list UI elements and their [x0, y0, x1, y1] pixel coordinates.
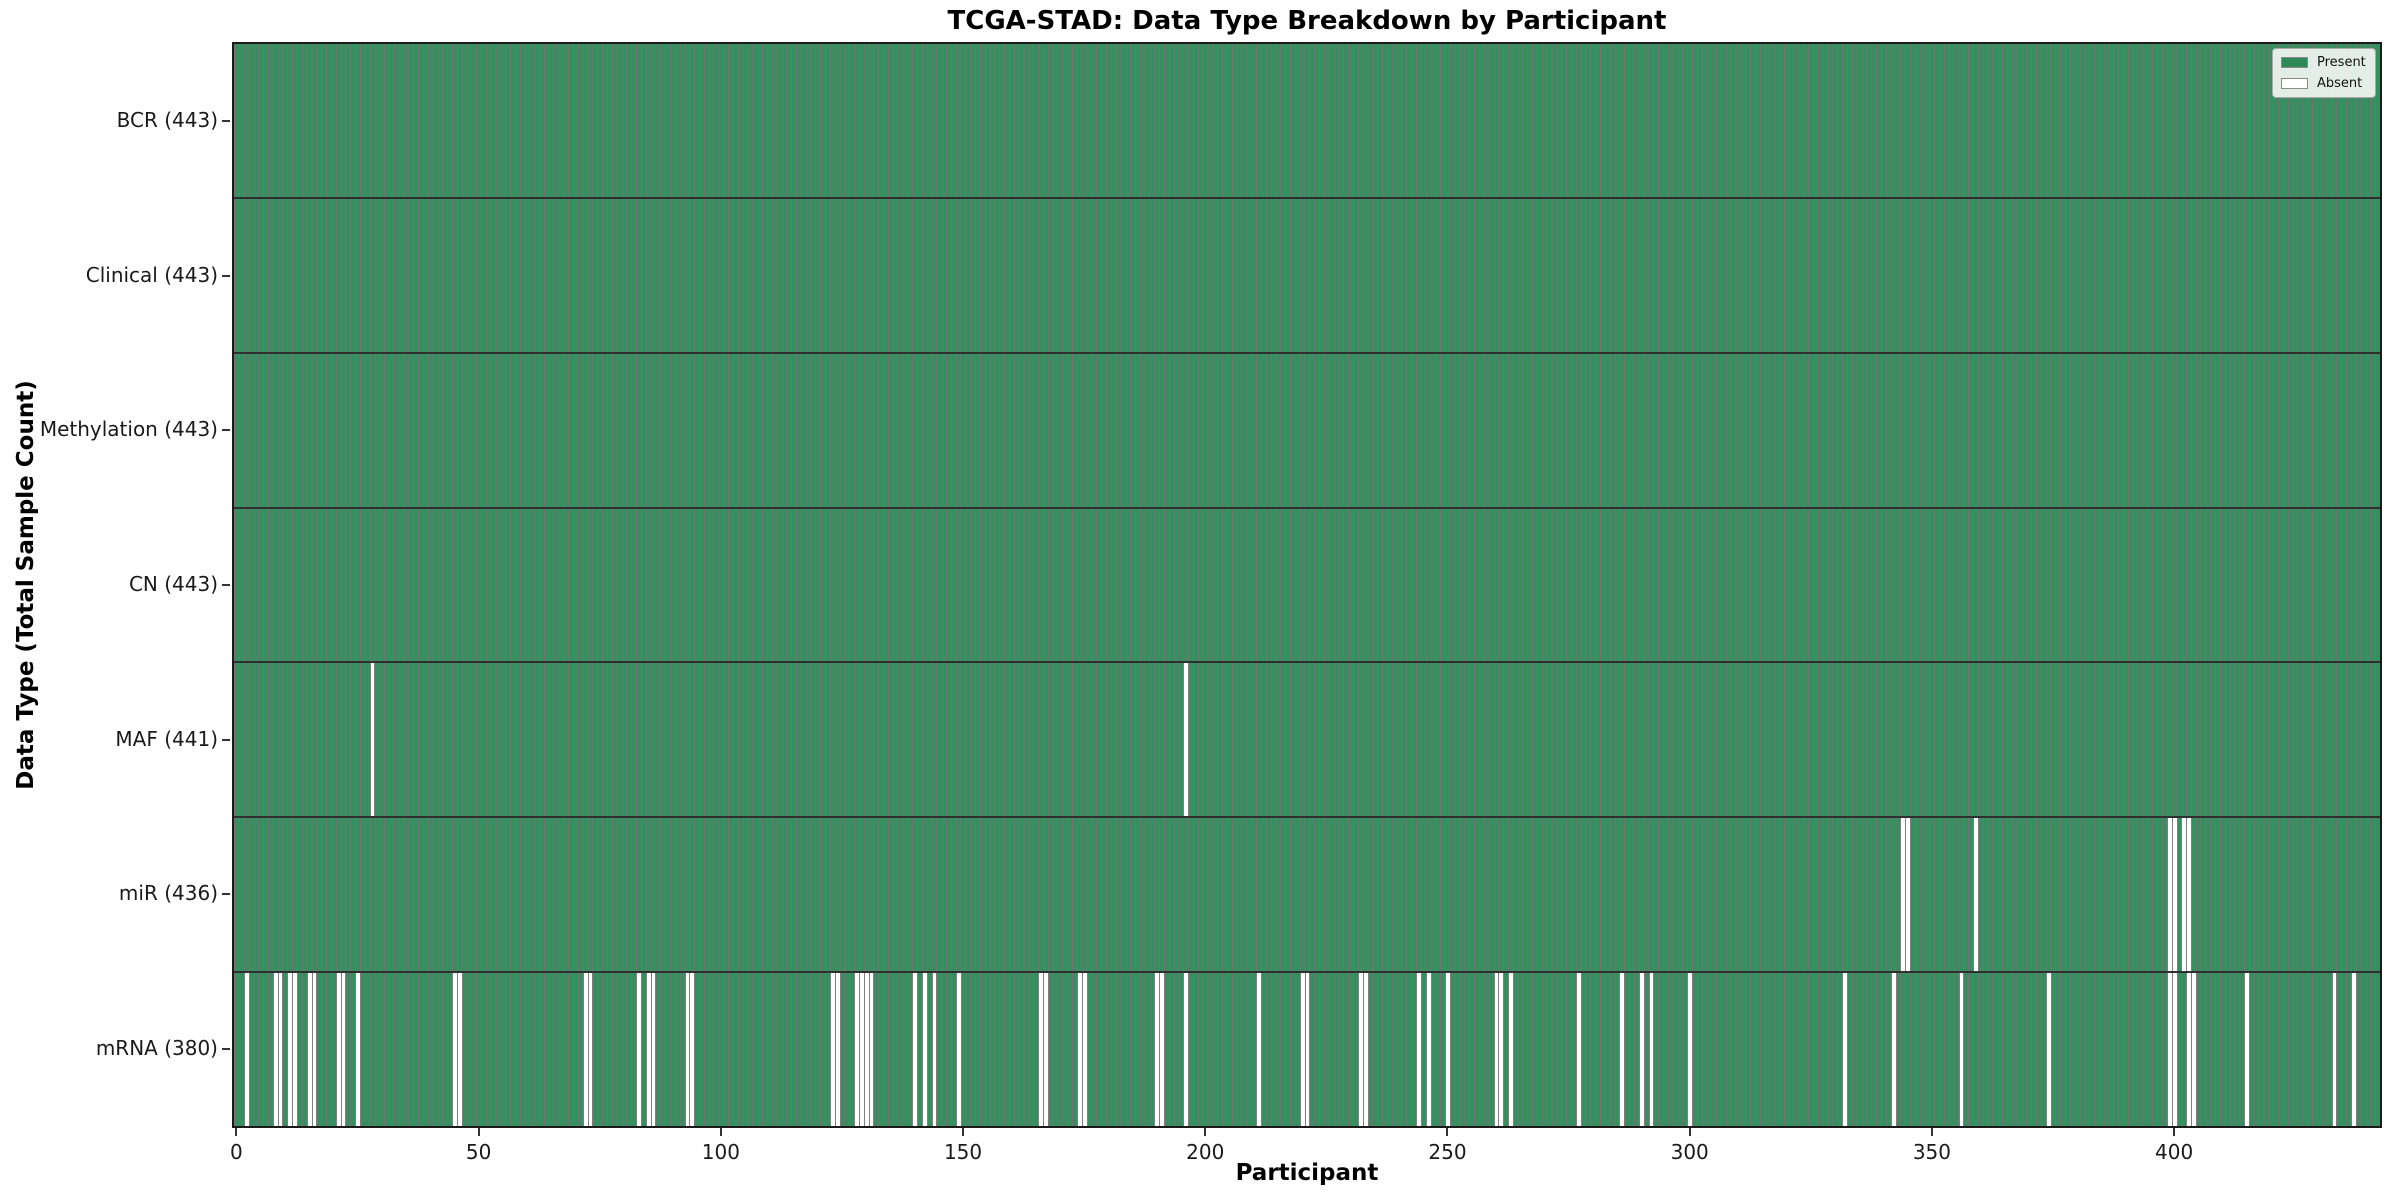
heatmap-row-CN	[234, 506, 2380, 662]
absent-mark	[1508, 973, 1514, 1127]
x-tick-mark	[962, 1128, 965, 1136]
y-tick-mark	[222, 738, 230, 741]
absent-mark	[1445, 973, 1451, 1127]
x-tick-mark	[235, 1128, 238, 1136]
absent-mark	[243, 973, 250, 1127]
absent-mark	[277, 973, 284, 1127]
absent-mark	[834, 973, 841, 1127]
absent-mark	[2186, 818, 2193, 972]
x-tick-mark	[2173, 1128, 2176, 1136]
absent-mark	[2191, 973, 2197, 1127]
legend-entry-absent: Absent	[2281, 76, 2367, 91]
absent-mark	[1687, 973, 1694, 1127]
absent-mark	[1304, 973, 1311, 1127]
absent-mark	[456, 973, 463, 1127]
y-tick-label-mRNA: mRNA (380)	[95, 1035, 218, 1060]
absent-mark	[1362, 973, 1369, 1127]
absent-mark	[587, 973, 594, 1127]
absent-mark	[931, 973, 938, 1127]
absent-mark	[1575, 973, 1582, 1127]
heatmap-row-Methylation	[234, 351, 2380, 507]
absent-mark	[1958, 973, 1965, 1127]
absent-mark	[369, 663, 376, 817]
plot-area	[232, 42, 2382, 1128]
absent-mark	[1498, 973, 1505, 1127]
absent-mark	[1973, 818, 1979, 972]
y-tick-mark	[222, 893, 230, 896]
y-tick-label-miR: miR (436)	[118, 881, 218, 906]
x-axis-label: Participant	[1235, 1160, 1379, 1186]
legend: Present Absent	[2272, 48, 2376, 98]
absent-mark	[921, 973, 928, 1127]
absent-mark	[2331, 973, 2338, 1127]
y-tick-mark	[222, 274, 230, 277]
y-tick-label-BCR: BCR (443)	[116, 108, 218, 133]
y-tick-mark	[222, 120, 230, 123]
absent-mark	[1890, 973, 1897, 1127]
x-tick-label-100: 100	[701, 1140, 740, 1164]
absent-mark	[1415, 973, 1422, 1127]
x-tick-mark	[1930, 1128, 1933, 1136]
absent-mark	[1638, 973, 1645, 1127]
y-tick-mark	[222, 429, 230, 432]
absent-mark	[1081, 973, 1088, 1127]
x-tick-label-250: 250	[1428, 1140, 1467, 1164]
x-tick-label-50: 50	[465, 1140, 492, 1164]
legend-entry-present: Present	[2281, 55, 2367, 70]
x-tick-mark	[477, 1128, 480, 1136]
absent-mark	[1183, 973, 1190, 1127]
x-tick-label-150: 150	[943, 1140, 983, 1164]
absent-mark	[1648, 973, 1655, 1127]
absent-mark	[1256, 973, 1262, 1127]
y-tick-label-Clinical: Clinical (443)	[85, 262, 218, 287]
x-tick-label-0: 0	[230, 1140, 243, 1164]
x-tick-label-350: 350	[1912, 1140, 1951, 1164]
y-tick-label-MAF: MAF (441)	[115, 726, 218, 751]
heatmap-row-mRNA	[234, 971, 2380, 1127]
x-tick-label-300: 300	[1670, 1140, 1709, 1164]
absent-mark	[1425, 973, 1432, 1127]
absent-mark	[955, 973, 962, 1127]
absent-mark	[1619, 973, 1626, 1127]
chart-title: TCGA-STAD: Data Type Breakdown by Partic…	[947, 6, 1667, 36]
heatmap-row-MAF	[234, 661, 2380, 817]
absent-mark	[2171, 818, 2178, 972]
y-tick-mark	[222, 584, 230, 586]
x-tick-mark	[1688, 1128, 1691, 1136]
absent-mark	[1159, 973, 1166, 1127]
absent-mark	[2350, 973, 2357, 1127]
x-tick-mark	[1446, 1128, 1449, 1136]
absent-mark	[340, 973, 347, 1127]
heatmap-row-BCR	[234, 44, 2380, 197]
x-tick-label-200: 200	[1186, 1140, 1225, 1164]
absent-mark	[1905, 818, 1912, 972]
heatmap-row-Clinical	[234, 196, 2380, 352]
absent-mark	[311, 973, 318, 1127]
absent-swatch-icon	[2281, 78, 2308, 89]
absent-mark	[912, 973, 919, 1127]
y-tick-mark	[222, 1047, 230, 1050]
legend-label-absent: Absent	[2317, 76, 2363, 91]
absent-mark	[868, 973, 875, 1127]
heatmap-row-miR	[234, 816, 2380, 972]
x-tick-label-400: 400	[2155, 1140, 2194, 1164]
absent-mark	[355, 973, 361, 1127]
absent-mark	[2171, 973, 2178, 1127]
absent-mark	[689, 973, 696, 1127]
absent-mark	[1183, 663, 1190, 817]
absent-mark	[1042, 973, 1049, 1127]
absent-mark	[636, 973, 642, 1127]
absent-mark	[1842, 973, 1849, 1127]
absent-mark	[292, 973, 298, 1127]
present-swatch-icon	[2281, 57, 2308, 68]
absent-mark	[2244, 973, 2251, 1127]
legend-label-present: Present	[2317, 55, 2366, 70]
absent-mark	[2045, 973, 2052, 1127]
absent-mark	[650, 973, 657, 1127]
x-tick-mark	[719, 1128, 722, 1136]
y-tick-label-CN: CN (443)	[128, 572, 218, 596]
x-tick-mark	[1204, 1128, 1207, 1136]
y-tick-label-Methylation: Methylation (443)	[39, 417, 218, 442]
